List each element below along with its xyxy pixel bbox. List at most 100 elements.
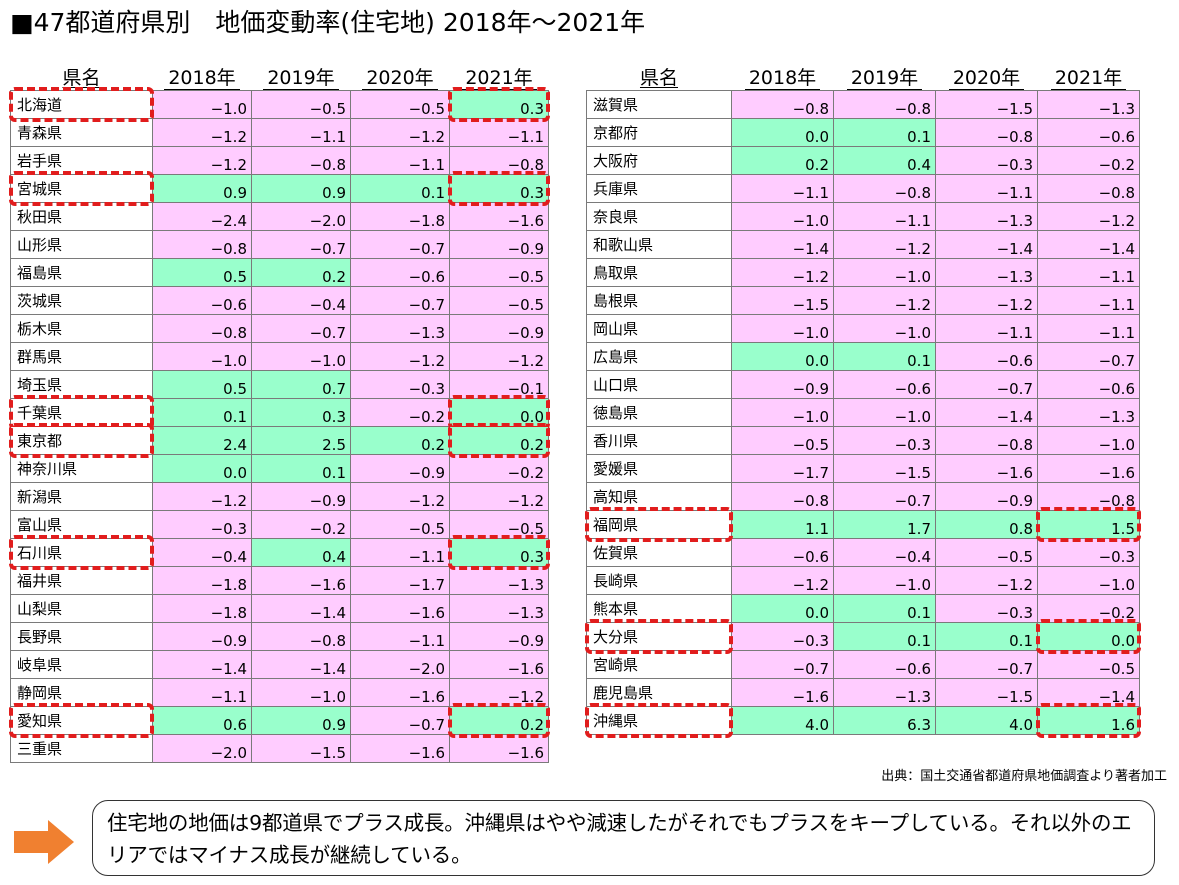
- prefecture-name: 愛知県: [9, 703, 154, 738]
- rate-cell: −0.8: [449, 146, 549, 175]
- rate-cell: 0.1: [833, 342, 936, 371]
- rate-cell: −0.7: [935, 370, 1038, 399]
- rate-cell: 0.0: [1036, 619, 1141, 654]
- prefecture-name: 青森県: [10, 118, 153, 147]
- table-row: 沖縄県 4.0 6.3 4.0 1.6: [585, 703, 1141, 738]
- table-row: 鹿児島県 −1.6 −1.3 −1.5 −1.4: [586, 678, 1140, 707]
- rate-cell: −1.5: [833, 454, 936, 483]
- table-row: 佐賀県 −0.6 −0.4 −0.5 −0.3: [586, 538, 1140, 567]
- rate-cell: −0.5: [350, 510, 450, 539]
- prefecture-name: 長野県: [10, 622, 153, 651]
- rate-cell: −0.9: [731, 370, 834, 399]
- table-row: 高知県 −0.8 −0.7 −0.9 −0.8: [586, 482, 1140, 511]
- rate-cell: −1.0: [251, 342, 351, 371]
- prefecture-name: 福岡県: [585, 507, 733, 542]
- rate-cell: −0.4: [251, 286, 351, 315]
- table-row: 岐阜県 −1.4 −1.4 −2.0 −1.6: [10, 650, 549, 679]
- rate-cell: −1.1: [935, 314, 1038, 343]
- rate-cell: −1.2: [350, 482, 450, 511]
- rate-cell: −1.2: [1037, 202, 1140, 231]
- table-row: 秋田県 −2.4 −2.0 −1.8 −1.6: [10, 202, 549, 231]
- rate-cell: −0.9: [449, 314, 549, 343]
- rate-cell: −0.7: [251, 314, 351, 343]
- header-year: 2020年: [351, 60, 450, 91]
- table-row: 長野県 −0.9 −0.8 −1.1 −0.9: [10, 622, 549, 651]
- rate-cell: −0.5: [449, 510, 549, 539]
- rate-cell: −0.8: [251, 622, 351, 651]
- rate-cell: −0.7: [833, 482, 936, 511]
- rate-cell: −0.8: [833, 90, 936, 119]
- rate-cell: −1.3: [449, 566, 549, 595]
- prefecture-name: 京都府: [586, 118, 732, 147]
- rate-cell: −0.7: [350, 230, 450, 259]
- rate-cell: 0.3: [448, 87, 550, 122]
- rate-cell: 0.0: [152, 454, 252, 483]
- rate-cell: −1.0: [833, 258, 936, 287]
- rate-cell: 0.4: [833, 146, 936, 175]
- rate-cell: −0.6: [731, 538, 834, 567]
- rate-cell: −1.3: [833, 678, 936, 707]
- table-row: 宮城県 0.9 0.9 0.1 0.3: [9, 171, 550, 206]
- rate-cell: −1.5: [935, 90, 1038, 119]
- table-row: 宮崎県 −0.7 −0.6 −0.7 −0.5: [586, 650, 1140, 679]
- prefecture-name: 香川県: [586, 426, 732, 455]
- table-row: 香川県 −0.5 −0.3 −0.8 −1.0: [586, 426, 1140, 455]
- table-row: 埼玉県 0.5 0.7 −0.3 −0.1: [10, 370, 549, 399]
- table-row: 大阪府 0.2 0.4 −0.3 −0.2: [586, 146, 1140, 175]
- rate-cell: −0.7: [350, 706, 450, 735]
- rate-cell: −0.8: [731, 90, 834, 119]
- rate-cell: −1.2: [350, 118, 450, 147]
- rate-cell: 0.0: [731, 342, 834, 371]
- table-row: 神奈川県 0.0 0.1 −0.9 −0.2: [10, 454, 549, 483]
- header-year: 2021年: [450, 60, 549, 91]
- rate-cell: 0.0: [448, 395, 550, 430]
- prefecture-name: 山梨県: [10, 594, 153, 623]
- rate-cell: −1.1: [833, 202, 936, 231]
- rate-cell: −1.1: [1037, 286, 1140, 315]
- prefecture-name: 栃木県: [10, 314, 153, 343]
- rate-cell: 0.1: [833, 594, 936, 623]
- rate-cell: 0.9: [152, 174, 252, 203]
- rate-cell: −1.6: [731, 678, 834, 707]
- prefecture-name: 福井県: [10, 566, 153, 595]
- rate-cell: −1.1: [1037, 258, 1140, 287]
- rate-cell: −1.5: [935, 678, 1038, 707]
- prefecture-name: 埼玉県: [10, 370, 153, 399]
- prefecture-name: 宮崎県: [586, 650, 732, 679]
- prefecture-name: 広島県: [586, 342, 732, 371]
- rate-cell: −0.5: [449, 286, 549, 315]
- table-row: 三重県 −2.0 −1.5 −1.6 −1.6: [10, 734, 549, 763]
- rate-cell: 0.3: [251, 398, 351, 427]
- prefecture-name: 北海道: [9, 87, 154, 122]
- header-year: 2018年: [153, 60, 252, 91]
- prefecture-name: 滋賀県: [586, 90, 732, 119]
- rate-cell: 0.1: [935, 622, 1038, 651]
- rate-cell: −1.2: [731, 258, 834, 287]
- table-row: 群馬県 −1.0 −1.0 −1.2 −1.2: [10, 342, 549, 371]
- rate-cell: 0.3: [448, 535, 550, 570]
- table-row: 奈良県 −1.0 −1.1 −1.3 −1.2: [586, 202, 1140, 231]
- prefecture-name: 岩手県: [10, 146, 153, 175]
- rate-cell: −1.0: [833, 314, 936, 343]
- rate-cell: −1.2: [449, 482, 549, 511]
- rate-cell: 4.0: [731, 706, 834, 735]
- table-left-body: 北海道 −1.0 −0.5 −0.5 0.3 青森県 −1.2 −1.1 −1.2 −1.1 岩手県…: [9, 87, 550, 763]
- rate-cell: −0.2: [251, 510, 351, 539]
- rate-cell: −0.6: [935, 342, 1038, 371]
- rate-cell: −0.8: [731, 482, 834, 511]
- table-row: 鳥取県 −1.2 −1.0 −1.3 −1.1: [586, 258, 1140, 287]
- rate-cell: 0.0: [731, 118, 834, 147]
- prefecture-name: 山形県: [10, 230, 153, 259]
- rate-cell: −0.7: [731, 650, 834, 679]
- rate-cell: −1.2: [152, 482, 252, 511]
- table-right-body: 滋賀県 −0.8 −0.8 −1.5 −1.3 京都府 0.0 0.1 −0.8 −0.6 大阪府 0…: [585, 90, 1141, 738]
- rate-cell: −0.5: [1037, 650, 1140, 679]
- rate-cell: 0.0: [731, 594, 834, 623]
- rate-cell: −1.0: [833, 398, 936, 427]
- rate-cell: −1.2: [833, 286, 936, 315]
- prefecture-name: 鳥取県: [586, 258, 732, 287]
- source-note: 出典：国土交通省都道府県地価調査より著者加工: [881, 769, 1167, 784]
- header-year: 2020年: [936, 60, 1038, 91]
- rate-cell: −0.8: [152, 314, 252, 343]
- rate-cell: −0.8: [935, 426, 1038, 455]
